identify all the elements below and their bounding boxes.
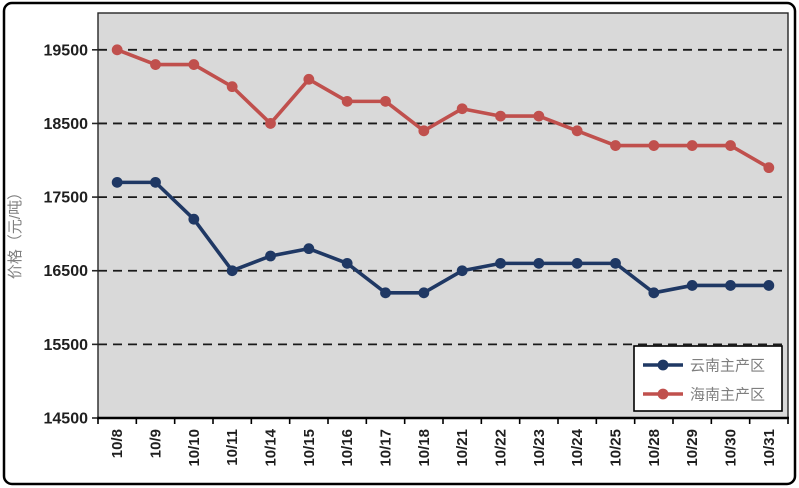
series-0-marker: [380, 287, 391, 299]
x-tick-label: 10/16: [339, 429, 356, 467]
series-1-marker: [456, 103, 468, 115]
y-axis: 14500 15500 16500 17500 18500 19500: [44, 42, 98, 428]
x-tick-label: 10/8: [109, 429, 126, 458]
series-0-marker: [495, 257, 506, 269]
x-tick-label: 10/15: [301, 429, 318, 467]
series-0-marker: [610, 257, 621, 269]
x-tick-label: 10/30: [723, 429, 740, 467]
series-0-marker: [763, 280, 775, 291]
x-tick-label: 10/17: [378, 429, 395, 467]
x-tick-label: 10/25: [608, 429, 625, 467]
series-1-marker: [763, 162, 775, 174]
x-tick-label: 10/28: [646, 429, 663, 467]
series-1-marker: [303, 73, 315, 85]
y-tick-label: 16500: [44, 263, 89, 280]
y-tick-label: 18500: [44, 116, 89, 133]
y-tick-label: 14500: [44, 411, 89, 428]
x-tick-label: 10/24: [569, 428, 586, 466]
series-0-marker: [150, 176, 161, 188]
series-0-marker: [533, 257, 545, 269]
series-0-marker: [265, 250, 276, 262]
series-line-0: [115, 180, 771, 295]
series-0-marker: [418, 287, 430, 299]
legend-box: [633, 345, 783, 412]
legend-entry-1: 海南主产区: [643, 387, 765, 404]
series-1-marker: [341, 95, 353, 107]
series-1-marker: [610, 140, 621, 151]
x-tick-label: 10/31: [761, 429, 778, 467]
x-tick-label: 10/21: [454, 429, 471, 467]
x-tick-label: 10/29: [684, 429, 701, 467]
series-0-marker: [648, 287, 660, 299]
series-0-marker: [686, 280, 698, 291]
legend-marker-sample: [657, 388, 669, 400]
y-tick-label: 15500: [44, 337, 89, 354]
x-tick-label: 10/9: [148, 429, 165, 458]
series-0-marker: [188, 213, 200, 225]
series-1-marker: [686, 140, 698, 151]
series-1-marker: [265, 118, 276, 129]
series-layer: [111, 44, 775, 299]
x-tick-label: 10/10: [186, 429, 203, 467]
series-1-marker: [648, 140, 660, 151]
x-tick-label: 10/22: [493, 429, 510, 467]
legend-marker-sample: [657, 359, 669, 371]
series-1-marker: [111, 44, 123, 56]
legend-label: 云南主产区: [690, 358, 765, 375]
series-0-marker: [341, 257, 353, 269]
series-1-marker: [725, 140, 736, 151]
series-0-marker: [456, 265, 468, 277]
x-tick-label: 10/14: [263, 428, 280, 466]
gridlines: [98, 48, 788, 346]
y-tick-label: 19500: [44, 42, 89, 59]
y-tick-label: 17500: [44, 190, 89, 207]
series-0-marker: [111, 176, 123, 188]
y-axis-title: 价格（元/吨）: [7, 185, 24, 279]
legend-label: 海南主产区: [690, 387, 765, 404]
legend-entry-0: 云南主产区: [643, 358, 765, 375]
series-1-marker: [150, 59, 161, 70]
series-1-marker: [226, 81, 238, 93]
series-1-marker: [380, 95, 391, 107]
series-1-marker: [188, 59, 200, 70]
series-0-marker: [226, 265, 238, 277]
series-0-marker: [725, 280, 736, 291]
series-0-marker: [571, 257, 583, 269]
series-1-marker: [418, 125, 430, 137]
x-axis: 10/8 10/9 10/10 10/11 10/14 10/15 10/16 10/17 10…: [97, 418, 789, 467]
series-0-marker: [303, 243, 315, 255]
series-1-marker: [495, 110, 506, 122]
series-1-marker: [571, 125, 583, 137]
x-tick-label: 10/11: [224, 429, 241, 466]
series-1-marker: [533, 110, 545, 122]
x-tick-label: 10/18: [416, 429, 433, 467]
x-tick-label: 10/23: [531, 429, 548, 467]
series-line-1: [115, 48, 771, 170]
